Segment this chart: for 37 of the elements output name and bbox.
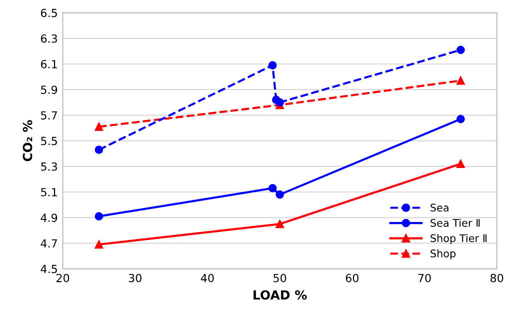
point [94,146,104,154]
x-tick-label: 50 [274,274,286,282]
x-tick-label: 60 [346,274,358,282]
point [94,122,104,131]
y-tick-label: 5.3 [41,162,58,171]
point [94,212,104,220]
point [276,190,284,199]
point [276,220,284,228]
y-tick-label: 6.3 [41,34,58,43]
y-tick-label: 5.9 [41,86,58,94]
y-tick-label: 5.1 [41,188,57,196]
point [456,160,465,168]
x-tick-label: 70 [418,274,431,282]
point [276,98,284,107]
y-axis-title: CO₂ % [22,120,32,162]
x-axis-title: LOAD % [254,290,307,300]
y-tick-label: 4.5 [40,264,57,274]
x-tick-label: 80 [490,274,504,282]
point [94,240,104,249]
legend-label: Sea Tier Ⅱ [430,218,480,227]
y-tick-label: 5.7 [41,111,57,120]
y-tick-label: 4.7 [40,239,57,248]
y-tick-label: 6.1 [41,60,57,68]
y-tick-label: 5.5 [41,136,57,146]
point [268,61,277,70]
x-tick-label: 30 [128,274,142,282]
legend-label: Shop Tier Ⅱ [430,234,486,244]
legend-label: Sea [430,204,448,212]
point [456,114,465,124]
x-tick-label: 20 [56,274,70,282]
point [268,184,277,192]
y-tick-label: 6.5 [41,8,57,18]
y-tick-label: 4.9 [40,214,58,222]
point [456,76,465,85]
x-tick-label: 40 [200,274,214,282]
legend-label: Shop [430,249,456,260]
point [456,46,465,54]
